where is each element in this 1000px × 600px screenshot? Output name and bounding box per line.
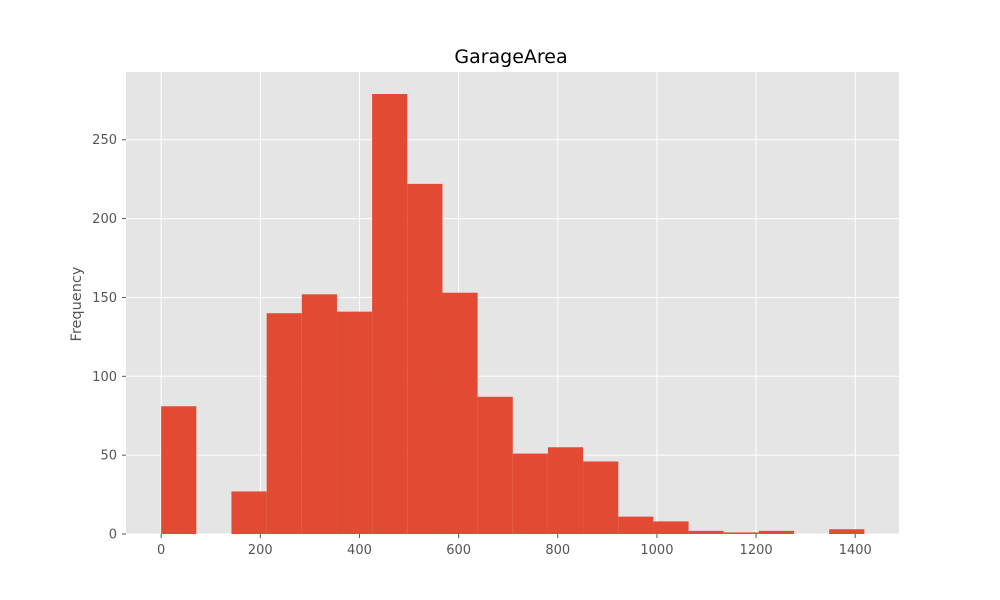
histogram-bar <box>618 516 654 534</box>
x-tick-label: 1000 <box>640 543 673 558</box>
histogram-bar <box>583 461 619 534</box>
histogram-bar <box>547 447 584 534</box>
y-axis-label: Frequency <box>69 266 85 341</box>
x-tick-label: 800 <box>545 543 570 558</box>
histogram-bar <box>723 532 759 534</box>
x-axis: 0 200 400 600 800 1000 1200 1400 <box>157 534 872 558</box>
histogram-bar <box>688 530 724 534</box>
histogram-bar <box>512 453 548 534</box>
y-tick-label: 50 <box>100 449 117 464</box>
y-tick-label: 200 <box>92 212 117 227</box>
histogram-bar <box>407 183 443 535</box>
histogram-bar <box>477 396 513 534</box>
x-tick-label: 600 <box>446 543 471 558</box>
x-tick-label: 1400 <box>839 543 872 558</box>
histogram-bar <box>161 406 197 534</box>
y-tick-label: 100 <box>92 370 117 385</box>
y-tick-label: 150 <box>92 291 117 306</box>
x-tick-label: 200 <box>248 543 273 558</box>
histogram-bar <box>829 529 865 534</box>
histogram-bar <box>266 313 302 534</box>
x-tick-label: 400 <box>347 543 372 558</box>
y-tick-label: 0 <box>109 528 117 543</box>
histogram-bars <box>161 94 865 535</box>
chart-title: GarageArea <box>454 46 567 68</box>
histogram-bar <box>301 294 337 534</box>
y-tick-label: 250 <box>92 133 117 148</box>
histogram-bar <box>758 530 795 534</box>
histogram-bar <box>231 491 267 534</box>
histogram-bar <box>372 94 408 534</box>
x-tick-label: 1200 <box>740 543 773 558</box>
histogram-bar <box>442 292 478 534</box>
histogram-bar <box>653 521 689 534</box>
x-tick-label: 0 <box>157 543 165 558</box>
y-axis: 0 50 100 150 200 250 <box>92 133 126 543</box>
histogram-bar <box>336 311 373 534</box>
